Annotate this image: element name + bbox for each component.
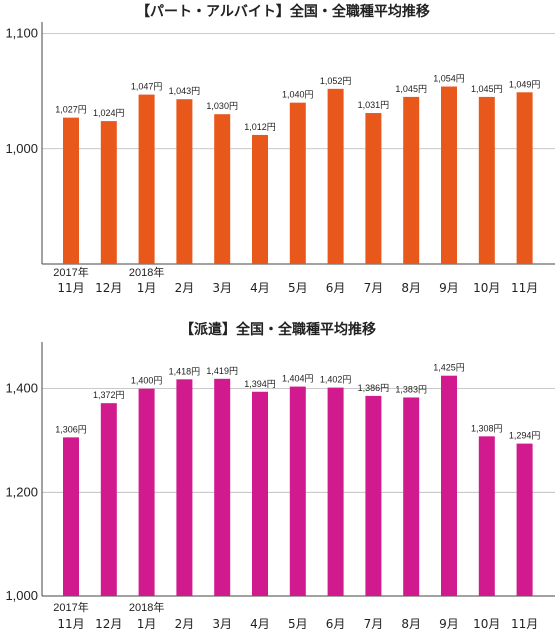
data-label: 1,052円 xyxy=(320,76,352,86)
data-label: 1,027円 xyxy=(55,105,87,115)
year-label: 2018年 xyxy=(129,600,164,614)
data-label: 1,040円 xyxy=(282,90,314,100)
x-tick-label: 8月 xyxy=(401,617,421,631)
x-tick-label: 12月 xyxy=(95,281,122,295)
bar xyxy=(252,134,268,264)
x-tick-label: 6月 xyxy=(326,617,346,631)
bar xyxy=(63,437,79,596)
data-label: 1,386円 xyxy=(358,383,390,393)
x-tick-label: 5月 xyxy=(288,617,308,631)
x-tick-label: 7月 xyxy=(364,281,384,295)
bar xyxy=(478,436,495,596)
data-label: 1,400円 xyxy=(131,376,163,386)
year-label: 2017年 xyxy=(53,265,88,279)
chart-title: 【派遣】全国・全職種平均推移 xyxy=(180,321,376,338)
bar xyxy=(176,99,193,264)
y-tick-label: 1,200 xyxy=(5,484,38,499)
x-tick-label: 9月 xyxy=(439,617,459,631)
data-label: 1,054円 xyxy=(433,74,465,84)
bar xyxy=(403,96,420,265)
data-label: 1,024円 xyxy=(93,108,125,118)
x-tick-label: 2月 xyxy=(175,281,195,295)
x-tick-label: 4月 xyxy=(250,281,270,295)
data-label: 1,372円 xyxy=(93,390,125,400)
bar xyxy=(327,387,344,596)
bar xyxy=(252,391,268,596)
data-label: 1,030円 xyxy=(206,101,238,111)
data-label: 1,404円 xyxy=(282,374,314,384)
y-tick-label: 1,000 xyxy=(5,141,38,156)
data-label: 1,047円 xyxy=(131,82,163,92)
x-tick-label: 5月 xyxy=(288,281,308,295)
chart-part-time: 【パート・アルバイト】全国・全職種平均推移 1,000 1,100 1,027円 11… xyxy=(5,3,555,295)
data-label: 1,306円 xyxy=(55,424,87,434)
x-tick-label: 3月 xyxy=(212,281,232,295)
bar xyxy=(327,88,344,264)
data-label: 1,419円 xyxy=(206,366,238,376)
y-tick-label: 1,000 xyxy=(5,588,38,603)
x-tick-label: 11月 xyxy=(511,281,538,295)
chart-dispatch: 【派遣】全国・全職種平均推移 1,000 1,200 1,400 1,306円 11月 1… xyxy=(5,321,555,631)
data-label: 1,402円 xyxy=(320,375,352,385)
data-label: 1,031円 xyxy=(358,100,390,110)
bar xyxy=(214,378,231,596)
bar xyxy=(365,395,382,596)
data-label: 1,394円 xyxy=(244,379,276,389)
data-label: 1,425円 xyxy=(433,363,465,373)
y-tick-label: 1,400 xyxy=(5,381,38,396)
chart-title: 【パート・アルバイト】全国・全職種平均推移 xyxy=(136,3,430,20)
x-tick-label: 4月 xyxy=(250,617,270,631)
x-tick-label: 11月 xyxy=(57,617,84,631)
x-tick-label: 11月 xyxy=(511,617,538,631)
bar xyxy=(138,94,155,264)
x-tick-label: 9月 xyxy=(439,281,459,295)
bar xyxy=(403,397,420,596)
data-label: 1,045円 xyxy=(395,84,427,94)
bar xyxy=(478,96,495,265)
data-label: 1,043円 xyxy=(169,86,201,96)
x-tick-label: 12月 xyxy=(95,617,122,631)
bar xyxy=(365,113,382,265)
data-label: 1,308円 xyxy=(471,423,503,433)
bar xyxy=(289,386,306,596)
bar xyxy=(176,379,193,596)
bar xyxy=(516,92,533,265)
bar xyxy=(214,114,231,264)
bar xyxy=(100,403,117,596)
data-label: 1,294円 xyxy=(509,431,541,441)
x-tick-label: 11月 xyxy=(57,281,84,295)
data-label: 1,049円 xyxy=(509,79,541,89)
bar xyxy=(138,388,155,596)
x-tick-label: 6月 xyxy=(326,281,346,295)
bar xyxy=(63,117,79,265)
y-tick-label: 1,100 xyxy=(5,26,38,41)
bar xyxy=(441,375,457,596)
x-tick-label: 10月 xyxy=(473,281,500,295)
x-tick-label: 1月 xyxy=(137,617,157,631)
x-tick-label: 10月 xyxy=(473,617,500,631)
bar xyxy=(441,86,457,265)
year-label: 2018年 xyxy=(129,265,164,279)
x-tick-label: 7月 xyxy=(364,617,384,631)
year-label: 2017年 xyxy=(53,600,88,614)
data-label: 1,012円 xyxy=(244,122,276,132)
data-label: 1,045円 xyxy=(471,84,503,94)
data-label: 1,418円 xyxy=(169,366,201,376)
x-tick-label: 2月 xyxy=(175,617,195,631)
x-tick-label: 1月 xyxy=(137,281,157,295)
data-label: 1,383円 xyxy=(395,384,427,394)
bar xyxy=(516,443,533,596)
bar xyxy=(100,121,117,264)
x-tick-label: 8月 xyxy=(401,281,421,295)
x-tick-label: 3月 xyxy=(212,617,232,631)
bar xyxy=(289,102,306,265)
